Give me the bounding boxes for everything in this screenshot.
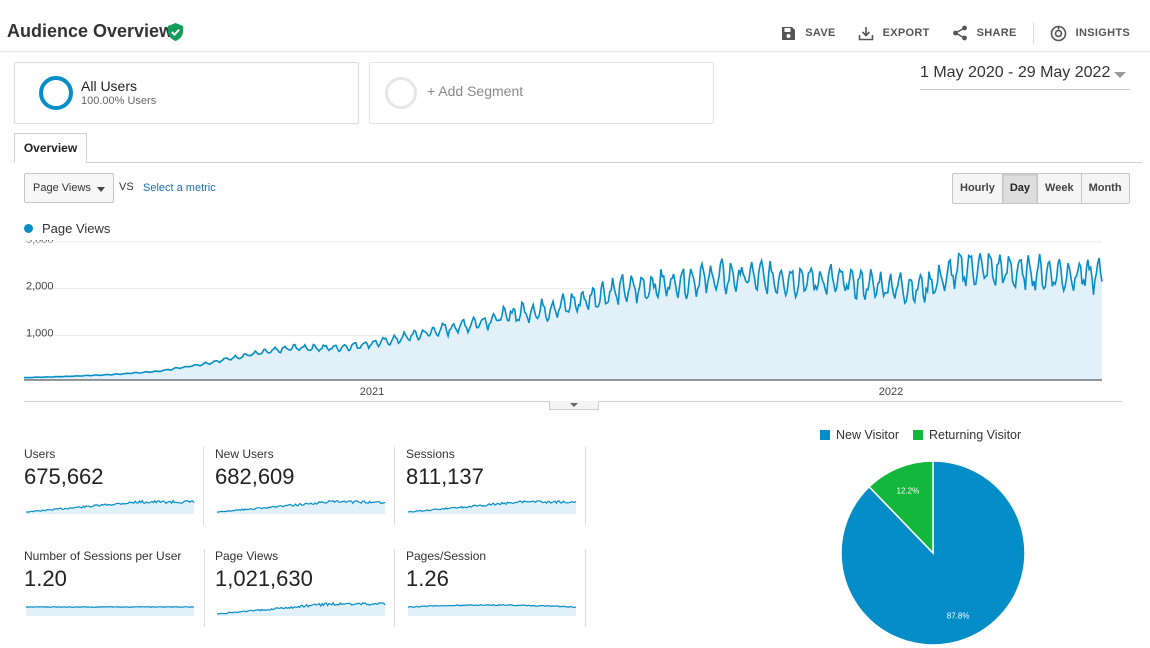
export-label: EXPORT — [882, 27, 930, 39]
sparkline-area — [26, 500, 194, 514]
collapse-chart-handle[interactable] — [549, 401, 599, 410]
metric-label: Users — [24, 447, 56, 461]
actions-divider — [1032, 22, 1034, 44]
metric-card-sessions[interactable]: Sessions 811,137 — [406, 447, 586, 525]
sparkline-area — [217, 602, 385, 616]
sparkline-line — [217, 499, 386, 513]
sparkline-line — [408, 499, 577, 513]
chart-legend: Page Views — [24, 221, 110, 236]
sparkline-line — [26, 606, 195, 608]
segment-name: All Users — [81, 78, 138, 94]
metric-selector[interactable]: Page Views — [24, 173, 114, 203]
metric-label: Sessions — [406, 447, 455, 461]
x-tick-label: 2022 — [879, 386, 903, 398]
share-button[interactable]: SHARE — [952, 25, 1017, 41]
page-views-line — [24, 252, 1103, 379]
export-button[interactable]: EXPORT — [858, 26, 930, 41]
legend-label: Page Views — [42, 221, 111, 236]
sparkline-area — [217, 500, 385, 514]
y-tick-label: 3,000 — [26, 240, 54, 246]
save-icon — [782, 26, 796, 40]
y-tick-label: 2,000 — [26, 281, 54, 293]
metric-value: 811,137 — [406, 464, 484, 489]
sparkline — [217, 499, 386, 514]
sparkline-area — [408, 500, 576, 514]
sparkline — [408, 603, 577, 616]
pie-legend-new-visitor: New Visitor — [820, 428, 899, 442]
metric-label: Page Views — [215, 549, 279, 563]
hourly-button[interactable]: Hourly — [953, 174, 1003, 203]
metric-label: Pages/Session — [406, 549, 487, 563]
share-icon — [952, 25, 967, 41]
pie-legend-returning-visitor: Returning Visitor — [912, 428, 1022, 442]
vs-label: VS — [119, 181, 134, 193]
sparkline-area — [26, 606, 194, 616]
pie-slice-label: 12.2% — [897, 487, 920, 496]
share-label: SHARE — [976, 27, 1017, 39]
metric-card-users[interactable]: Users 675,662 — [24, 447, 204, 525]
verified-shield-icon — [168, 23, 183, 41]
metric-value: 1.20 — [24, 566, 67, 591]
metric-value: 675,662 — [24, 464, 104, 489]
metric-label: Number of Sessions per User — [24, 549, 182, 563]
month-button[interactable]: Month — [1088, 182, 1122, 194]
segment-percentage: 100.00% Users — [81, 95, 157, 107]
insights-icon — [1050, 25, 1066, 41]
page-views-area — [24, 253, 1102, 380]
x-tick-label: 2021 — [360, 386, 384, 398]
legend-label: New Visitor — [836, 428, 899, 442]
date-range-picker[interactable]: 1 May 2020 - 29 May 2022 — [920, 64, 1130, 90]
page-header: Audience Overview SAVE EXPORT SHARE INSI… — [0, 0, 1150, 52]
insights-label: INSIGHTS — [1075, 27, 1130, 39]
metric-card-page-views[interactable]: Page Views 1,021,630 — [215, 549, 395, 627]
segment-all-users[interactable]: All Users 100.00% Users — [14, 62, 359, 124]
visitor-type-pie-chart[interactable]: 87.8% 12.2% — [840, 460, 1026, 646]
export-icon — [858, 26, 873, 40]
pie-legend: New Visitor Returning Visitor — [820, 428, 1035, 442]
metric-selector-label: Page Views — [33, 182, 91, 194]
day-button[interactable]: Day — [1002, 174, 1039, 203]
save-button[interactable]: SAVE — [781, 26, 835, 41]
select-metric-link[interactable]: Select a metric — [143, 182, 216, 194]
metric-label: New Users — [215, 447, 274, 461]
sparkline-line — [26, 499, 195, 513]
metric-card-new-users[interactable]: New Users 682,609 — [215, 447, 395, 525]
add-segment-button[interactable]: + Add Segment — [369, 62, 714, 124]
chevron-down-icon — [97, 187, 105, 192]
granularity-toggle: Hourly Day Week Month — [952, 173, 1130, 204]
metric-card-sessions-per-user[interactable]: Number of Sessions per User 1.20 — [24, 549, 205, 627]
legend-swatch — [24, 224, 33, 233]
sparkline — [408, 499, 577, 514]
tab-overview[interactable]: Overview — [14, 133, 87, 163]
sparkline — [26, 606, 195, 616]
empty-segment-ring-icon — [385, 77, 417, 109]
pie-slice-label: 87.8% — [947, 611, 970, 620]
sparkline-line — [408, 603, 577, 609]
legend-swatch — [912, 430, 923, 440]
add-segment-label: + Add Segment — [427, 83, 524, 99]
metric-card-pages-per-session[interactable]: Pages/Session 1.26 — [406, 549, 586, 627]
segment-ring-icon — [39, 76, 73, 110]
sparkline-line — [217, 601, 386, 615]
sparkline — [26, 499, 195, 514]
y-tick-label: 1,000 — [26, 327, 54, 339]
save-label: SAVE — [805, 27, 836, 39]
metric-value: 1.26 — [406, 566, 449, 591]
chevron-down-icon — [1114, 72, 1126, 78]
insights-button[interactable]: INSIGHTS — [1050, 25, 1130, 42]
sparkline-area — [408, 604, 576, 616]
date-range-label: 1 May 2020 - 29 May 2022 — [920, 64, 1111, 81]
report-actions: SAVE EXPORT SHARE INSIGHTS — [759, 22, 1130, 44]
page-title: Audience Overview — [7, 21, 174, 41]
pie-slice-returning-visitor[interactable] — [868, 460, 934, 555]
page-views-chart[interactable]: 1,000 2,000 3,000 2021 2022 — [24, 240, 1106, 400]
legend-swatch — [820, 430, 830, 440]
tab-divider — [14, 162, 1142, 163]
week-button[interactable]: Week — [1038, 174, 1082, 203]
metric-value: 682,609 — [215, 464, 295, 489]
legend-label: Returning Visitor — [928, 428, 1022, 442]
metric-value: 1,021,630 — [215, 566, 313, 591]
sparkline — [217, 601, 386, 616]
